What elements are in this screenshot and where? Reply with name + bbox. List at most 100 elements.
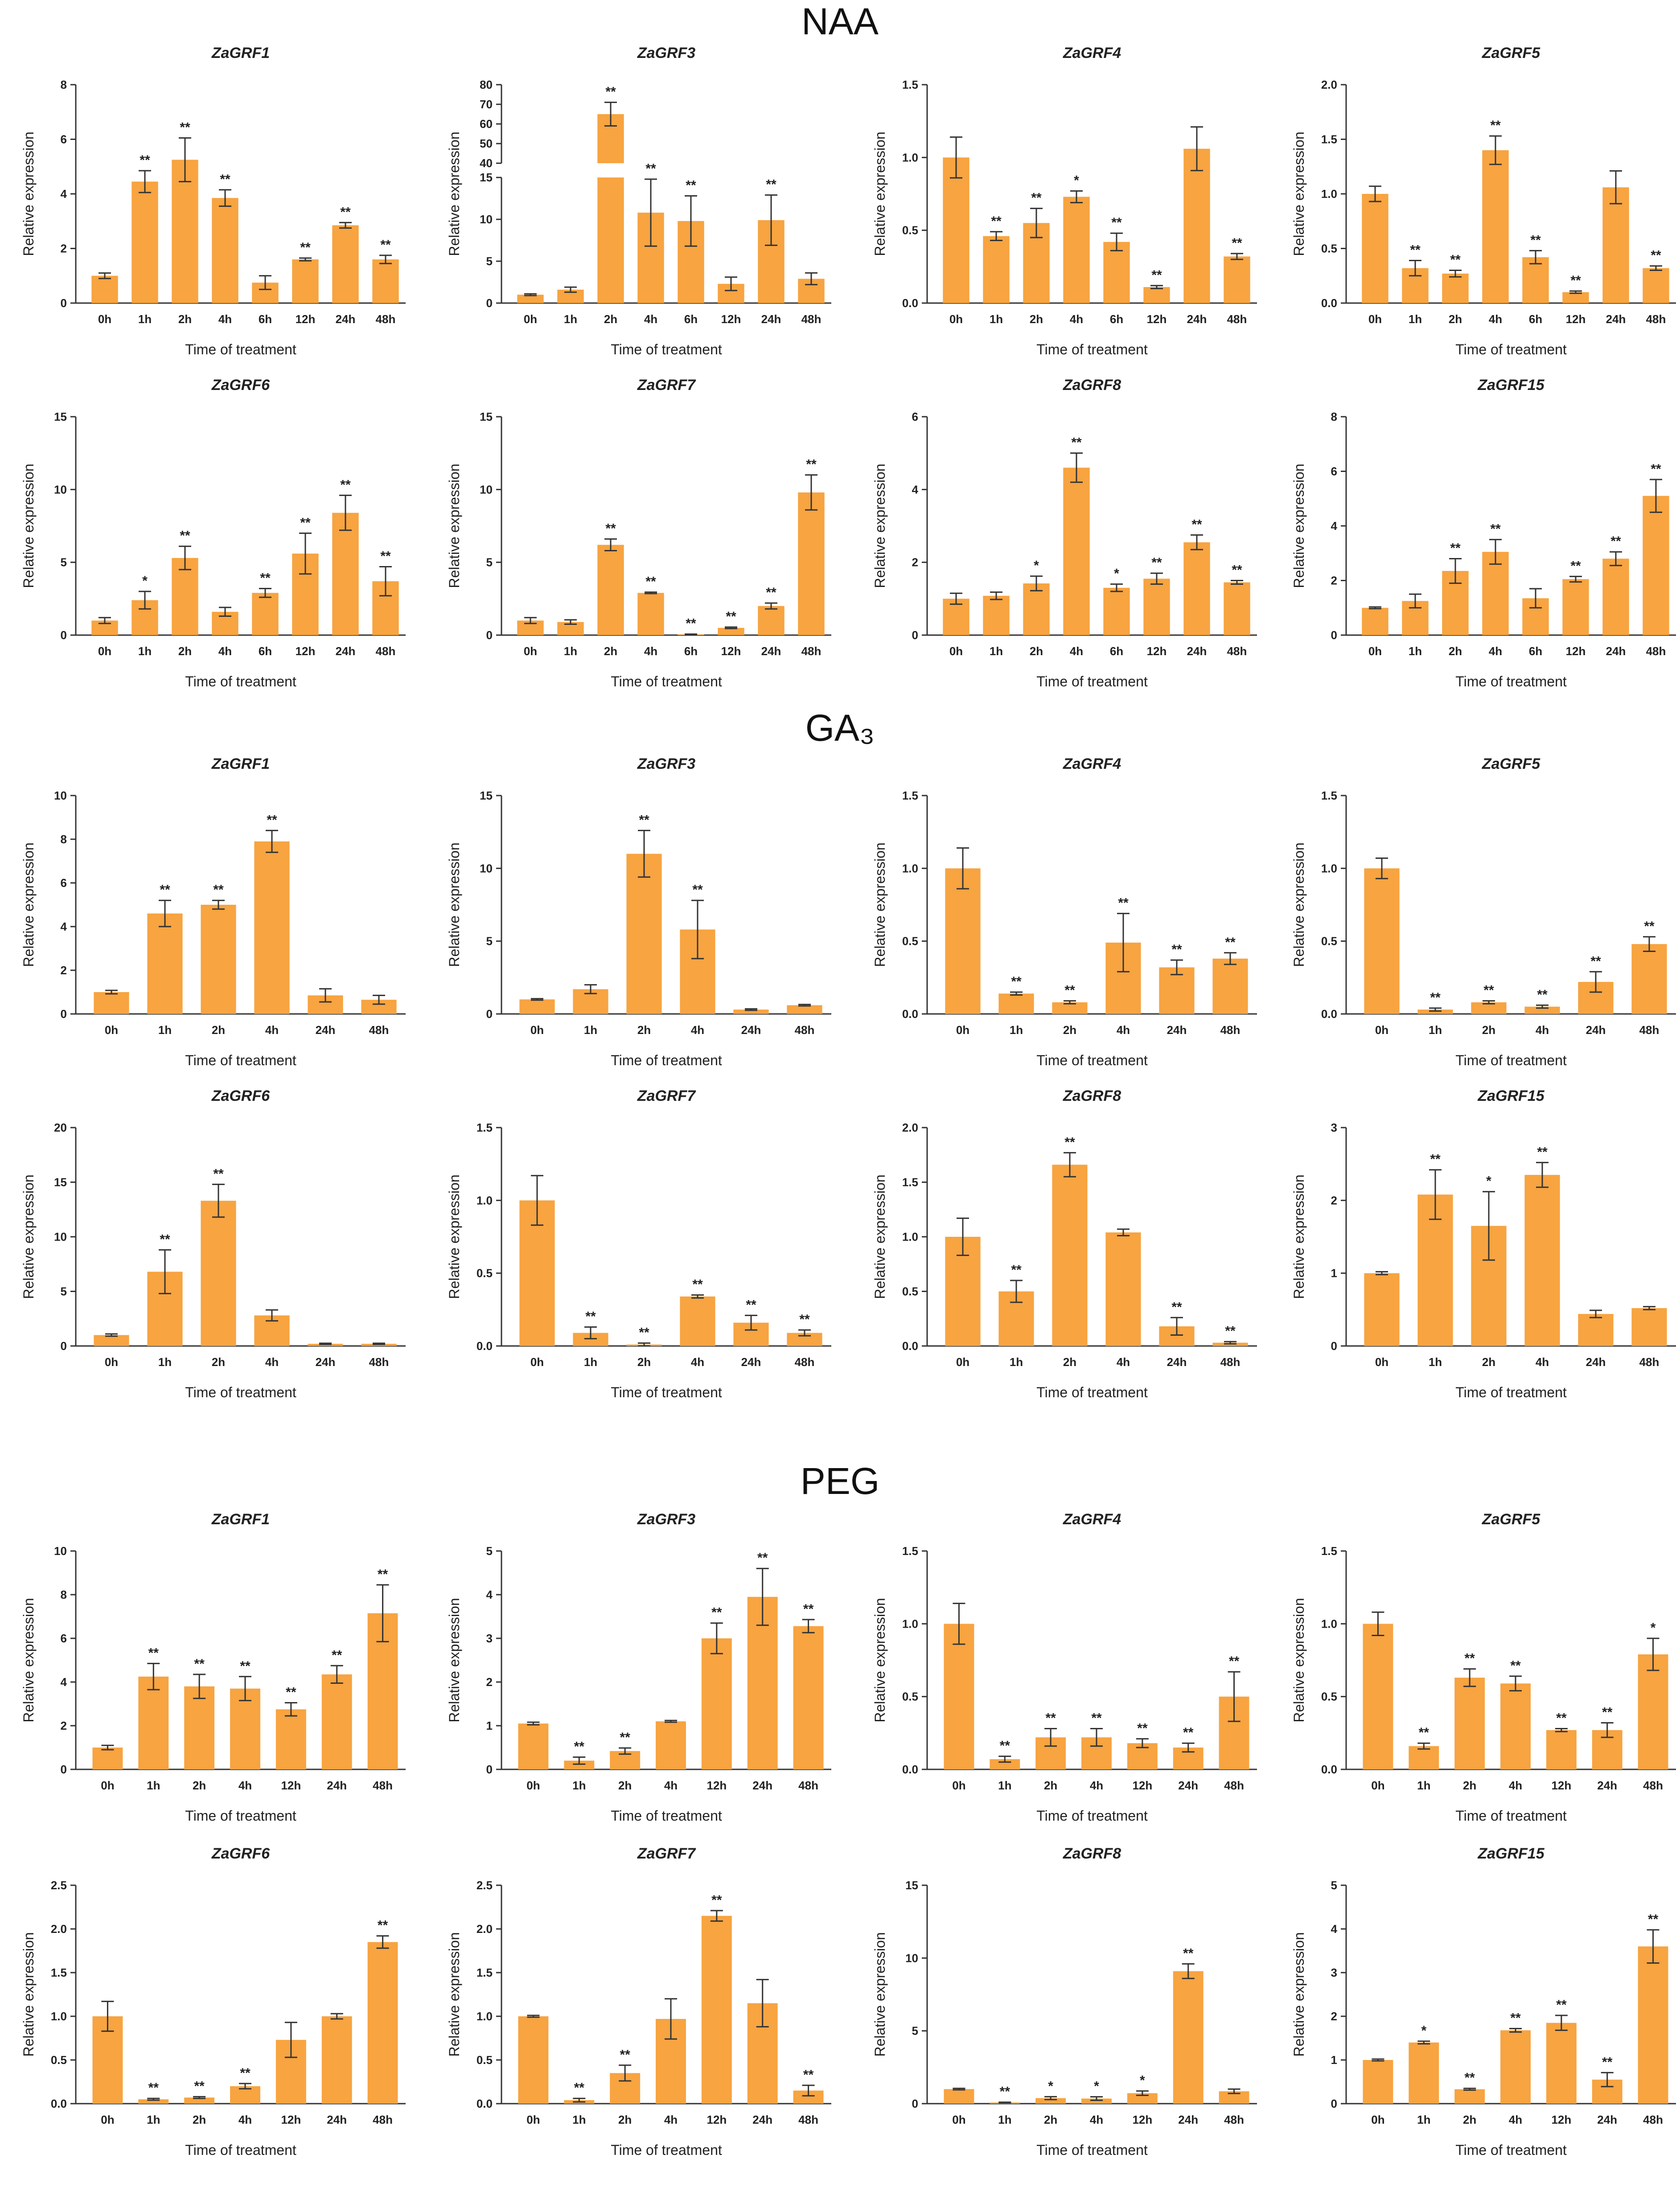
error-bar bbox=[373, 994, 385, 1005]
chart-title: ZaGRF6 bbox=[211, 1087, 270, 1104]
x-tick-label: 48h bbox=[1227, 312, 1247, 326]
y-tick-label: 8 bbox=[61, 78, 67, 91]
y-tick-label: 2.0 bbox=[1321, 78, 1337, 91]
x-axis-label: Time of treatment bbox=[1036, 1052, 1148, 1068]
significance-label: ** bbox=[1464, 2071, 1475, 2085]
significance-label: ** bbox=[1483, 983, 1494, 998]
x-axis-label: Time of treatment bbox=[611, 2142, 722, 2158]
significance-label: ** bbox=[645, 574, 656, 589]
x-tick-label: 0h bbox=[949, 644, 963, 658]
bar bbox=[597, 545, 624, 635]
y-tick-label: 4 bbox=[61, 1675, 67, 1689]
x-tick-label: 48h bbox=[795, 1023, 815, 1037]
bar bbox=[1638, 1654, 1668, 1769]
bar bbox=[1578, 1314, 1614, 1346]
x-tick-label: 12h bbox=[1551, 1779, 1571, 1792]
error-bar bbox=[1409, 593, 1421, 609]
error-bar bbox=[1610, 170, 1622, 205]
error-bar bbox=[330, 1665, 343, 1684]
bar bbox=[1638, 1946, 1668, 2104]
error-bar bbox=[259, 587, 271, 598]
significance-label: ** bbox=[300, 240, 311, 255]
x-tick-label: 24h bbox=[1586, 1355, 1606, 1369]
bar bbox=[998, 993, 1034, 1014]
bar bbox=[1063, 197, 1090, 303]
chart-svg: ZaGRF6 Relative expression 0.0 0.5 1.0 1.5 2.0… bbox=[21, 1845, 406, 2158]
x-tick-label: 48h bbox=[1646, 312, 1666, 326]
error-bar bbox=[531, 998, 543, 1001]
y-tick-label: 1.5 bbox=[51, 1966, 67, 1979]
y-tick-label: 1 bbox=[486, 1719, 493, 1732]
significance-label: ** bbox=[213, 882, 224, 897]
significance-label: ** bbox=[1570, 273, 1581, 288]
y-tick-label: 1 bbox=[1331, 1267, 1337, 1280]
y-axis-label: Relative expression bbox=[1291, 1174, 1307, 1299]
chart-svg: ZaGRF1 Relative expression 0 2 4 6 8 10 0h ** 1h **… bbox=[21, 755, 406, 1068]
y-tick-label: 2 bbox=[1331, 1194, 1337, 1207]
x-axis-label: Time of treatment bbox=[1036, 2142, 1148, 2158]
x-tick-label: 12h bbox=[1551, 2113, 1571, 2126]
significance-label: ** bbox=[1602, 1705, 1613, 1719]
chart-title: ZaGRF7 bbox=[637, 1087, 696, 1104]
significance-label: ** bbox=[1537, 987, 1548, 1002]
error-bar bbox=[1110, 583, 1123, 592]
chart-panel: ZaGRF6 Relative expression 0 5 10 15 20 0h ** 1h *… bbox=[9, 1083, 419, 1431]
x-axis-label: Time of treatment bbox=[1455, 673, 1567, 689]
x-tick-label: 0h bbox=[1371, 1779, 1384, 1792]
error-bar bbox=[1372, 2058, 1384, 2062]
error-bar bbox=[638, 1342, 650, 1347]
y-tick-label: 15 bbox=[480, 410, 493, 423]
y-tick-label: 5 bbox=[486, 935, 493, 948]
significance-label: ** bbox=[574, 2080, 585, 2095]
x-tick-label: 0h bbox=[956, 1023, 969, 1037]
significance-label: ** bbox=[194, 2079, 205, 2093]
error-bar bbox=[953, 2088, 965, 2091]
section-title-ga3: GA₃ bbox=[805, 707, 875, 749]
bar bbox=[1105, 1232, 1141, 1346]
x-tick-label: 4h bbox=[265, 1355, 279, 1369]
significance-label: ** bbox=[1430, 990, 1441, 1005]
y-tick-label: 6 bbox=[61, 876, 67, 890]
y-axis-label: Relative expression bbox=[21, 464, 37, 588]
x-tick-label: 0h bbox=[1368, 644, 1382, 658]
y-tick-label: 5 bbox=[61, 1285, 67, 1298]
x-tick-label: 4h bbox=[1509, 1779, 1522, 1792]
error-bar bbox=[1463, 2088, 1476, 2091]
x-tick-label: 2h bbox=[1463, 2113, 1476, 2126]
y-tick-label: 0.0 bbox=[902, 1339, 918, 1353]
y-tick-label: 0.5 bbox=[902, 1285, 918, 1298]
significance-label: ** bbox=[1064, 983, 1075, 998]
error-bar bbox=[376, 1584, 389, 1642]
error-bar bbox=[691, 899, 704, 960]
bar bbox=[92, 1748, 123, 1769]
x-tick-label: 6h bbox=[259, 312, 272, 326]
x-tick-label: 2h bbox=[1044, 1779, 1057, 1792]
significance-label: ** bbox=[180, 120, 190, 135]
x-tick-label: 1h bbox=[990, 312, 1003, 326]
significance-label: ** bbox=[803, 2068, 814, 2082]
error-bar bbox=[1182, 1963, 1195, 1979]
significance-label: ** bbox=[1183, 1725, 1194, 1740]
x-tick-label: 1h bbox=[998, 1779, 1011, 1792]
x-tick-label: 2h bbox=[1030, 312, 1043, 326]
x-tick-label: 0h bbox=[956, 1355, 969, 1369]
bar bbox=[91, 275, 118, 303]
significance-label: ** bbox=[605, 521, 616, 536]
x-tick-label: 6h bbox=[1110, 644, 1123, 658]
y-axis-label: Relative expression bbox=[872, 842, 888, 967]
error-bar bbox=[998, 1756, 1011, 1763]
bar bbox=[230, 1688, 260, 1769]
bar bbox=[1224, 582, 1250, 635]
bar bbox=[172, 160, 198, 303]
significance-label: ** bbox=[378, 1567, 388, 1582]
bar bbox=[1143, 287, 1170, 303]
chart-svg: ZaGRF5 Relative expression 0.0 0.5 1.0 1.5 0h *… bbox=[1291, 1511, 1676, 1824]
x-axis-label: Time of treatment bbox=[1036, 1384, 1148, 1400]
chart-svg: ZaGRF8 Relative expression 0 2 4 6 0h 1h * 2h ** 4h… bbox=[872, 377, 1257, 689]
x-tick-label: 12h bbox=[1566, 644, 1586, 658]
chart-title: ZaGRF15 bbox=[1477, 1087, 1544, 1104]
chart-svg: ZaGRF4 Relative expression 0.0 0.5 1.0 1.5 0h *… bbox=[872, 1511, 1257, 1824]
error-bar bbox=[665, 1998, 677, 2040]
bar bbox=[518, 1723, 549, 1769]
y-tick-label: 2.0 bbox=[51, 1922, 67, 1936]
